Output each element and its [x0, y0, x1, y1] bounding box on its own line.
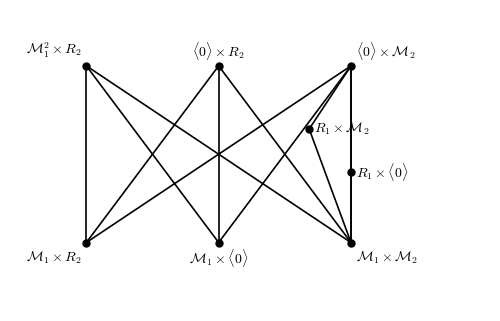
- Text: $\mathcal{M}_1^2 \times R_2$: $\mathcal{M}_1^2 \times R_2$: [26, 41, 81, 60]
- Text: $\mathcal{M}_1 \times R_2$: $\mathcal{M}_1 \times R_2$: [26, 249, 81, 266]
- Text: $\langle 0 \rangle \times \mathcal{M}_2$: $\langle 0 \rangle \times \mathcal{M}_2$: [356, 40, 416, 62]
- Text: $\mathcal{M}_1 \times \mathcal{M}_2$: $\mathcal{M}_1 \times \mathcal{M}_2$: [356, 249, 418, 266]
- Text: $R_1 \times \langle 0 \rangle$: $R_1 \times \langle 0 \rangle$: [356, 161, 409, 183]
- Text: $\mathcal{M}_1 \times \langle 0 \rangle$: $\mathcal{M}_1 \times \langle 0 \rangle$: [189, 247, 248, 269]
- Text: $\langle 0 \rangle \times R_2$: $\langle 0 \rangle \times R_2$: [192, 40, 245, 62]
- Text: $R_1 \times \mathcal{M}_2$: $R_1 \times \mathcal{M}_2$: [314, 121, 370, 137]
